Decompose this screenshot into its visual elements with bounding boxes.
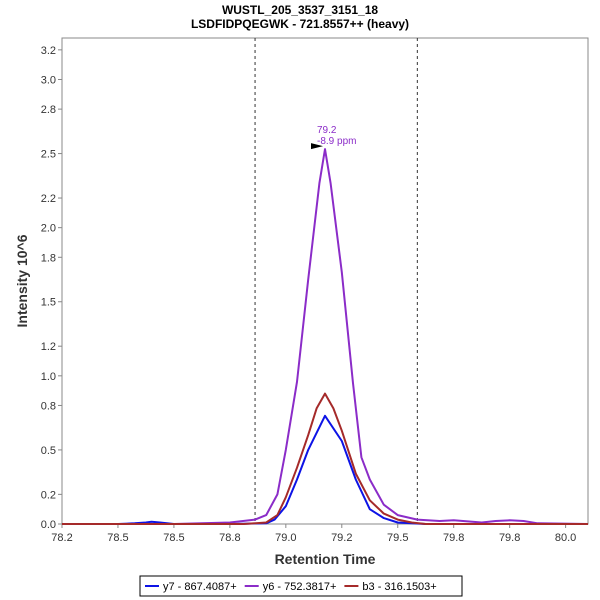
legend: y7 - 867.4087+ y6 - 752.3817+ b3 - 316.150… bbox=[139, 575, 463, 597]
peak-annotation-ppm: -8.9 ppm bbox=[317, 136, 356, 147]
integration-boundaries bbox=[254, 38, 418, 524]
chart-title: WUSTL_205_3537_3151_18 bbox=[222, 3, 378, 17]
y-tick-label: 2.0 bbox=[41, 223, 56, 235]
y-tick-label: 3.2 bbox=[41, 45, 56, 57]
legend-box bbox=[139, 575, 463, 597]
x-tick-label: 80.0 bbox=[555, 532, 576, 544]
x-tick-label: 79.8 bbox=[443, 532, 464, 544]
x-tick-label: 79.8 bbox=[499, 532, 520, 544]
peak-arrow-marker bbox=[311, 143, 323, 150]
y-axis-title: Intensity 10^6 bbox=[14, 234, 30, 327]
peak-annotation: 79.2 -8.9 ppm bbox=[311, 125, 356, 150]
y-tick-label: 1.2 bbox=[41, 341, 56, 353]
y-axis: 0.0 0.2 0.5 0.8 1.0 1.2 1.5 1.8 2.0 2.2 2.5 2.8 3.0 3… bbox=[41, 45, 62, 531]
y-tick-label: 2.2 bbox=[41, 193, 56, 205]
legend-entry: y7 - 867.4087+ bbox=[163, 581, 237, 593]
chart-subtitle: LSDFIDPQEGWK - 721.8557++ (heavy) bbox=[191, 17, 409, 31]
x-tick-label: 78.2 bbox=[51, 532, 72, 544]
y-tick-label: 0.0 bbox=[41, 519, 56, 531]
y-tick-label: 1.8 bbox=[41, 252, 56, 264]
x-tick-label: 78.5 bbox=[163, 532, 184, 544]
series-line-3 bbox=[62, 392, 588, 525]
peak-annotation-rt: 79.2 bbox=[317, 125, 337, 136]
y-tick-label: 0.5 bbox=[41, 445, 56, 457]
x-axis: 78.2 78.5 78.5 78.8 79.0 79.2 79.5 79.8 79.8 80.0 bbox=[51, 524, 576, 544]
legend-entry: b3 - 316.1503+ bbox=[362, 581, 436, 593]
series-lines bbox=[62, 148, 589, 525]
y-tick-label: 0.2 bbox=[41, 489, 56, 501]
plot-area bbox=[61, 37, 589, 525]
x-tick-label: 79.0 bbox=[275, 532, 296, 544]
x-tick-label: 79.2 bbox=[331, 532, 352, 544]
y-tick-label: 2.8 bbox=[41, 104, 56, 116]
x-tick-label: 78.5 bbox=[107, 532, 128, 544]
y-tick-label: 1.5 bbox=[41, 297, 56, 309]
y-tick-label: 1.0 bbox=[41, 371, 56, 383]
series-line-2 bbox=[62, 148, 589, 525]
x-tick-label: 79.5 bbox=[387, 532, 408, 544]
series-line-1 bbox=[62, 414, 588, 525]
x-axis-title: Retention Time bbox=[275, 551, 376, 567]
y-tick-label: 2.5 bbox=[41, 149, 56, 161]
y-tick-label: 3.0 bbox=[41, 74, 56, 86]
x-tick-label: 78.8 bbox=[219, 532, 240, 544]
y-tick-label: 0.8 bbox=[41, 400, 56, 412]
legend-entry: y6 - 752.3817+ bbox=[263, 581, 337, 593]
